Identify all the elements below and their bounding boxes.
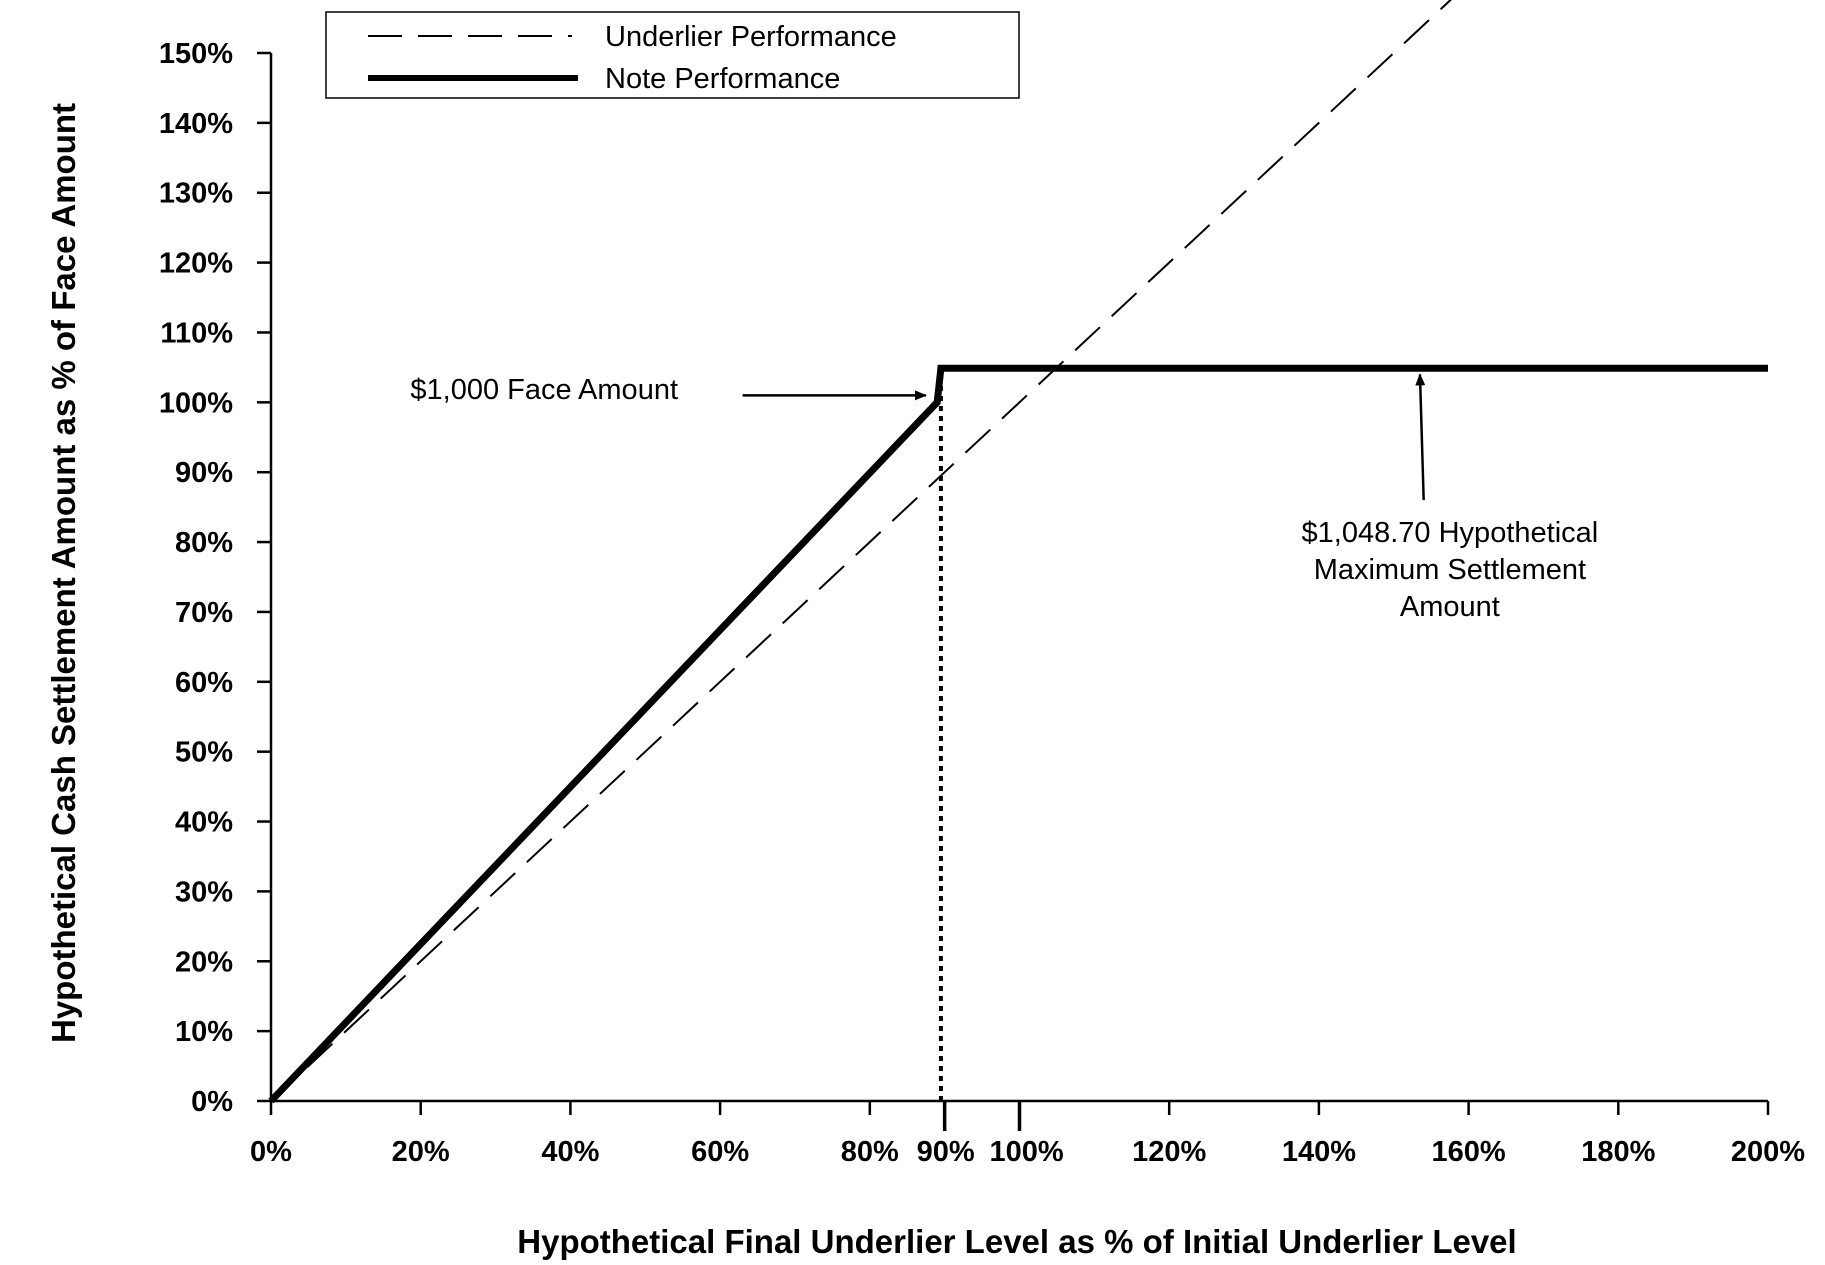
- legend: Underlier Performance Note Performance: [325, 11, 1020, 99]
- x-tick-label: 160%: [1432, 1136, 1506, 1168]
- x-tick-label: 200%: [1731, 1136, 1805, 1168]
- y-tick-label: 40%: [175, 807, 233, 839]
- underlier-performance-line: [270, 0, 1452, 1102]
- y-axis-ticks: 0% 10% 20% 30% 40% 50% 60% 70% 80% 90% 100% 110% 120…: [159, 38, 271, 1118]
- note-performance-line: [268, 364, 1768, 1104]
- x-tick-label: 90%: [917, 1136, 975, 1168]
- annotations: $1,000 Face Amount $1,048.70 Hypothetical…: [410, 373, 1599, 623]
- x-axis-ticks: 0% 20% 40% 60% 80% 90% 100% 120% 140% 160% 180% 200…: [250, 1101, 1805, 1168]
- face-amount-annotation: $1,000 Face Amount: [410, 374, 678, 406]
- x-tick-label: 140%: [1282, 1136, 1356, 1168]
- y-tick-label: 100%: [159, 387, 233, 419]
- x-tick-label: 80%: [841, 1136, 899, 1168]
- y-tick-label: 50%: [175, 737, 233, 769]
- x-tick-label: 60%: [691, 1136, 749, 1168]
- x-tick-label: 180%: [1581, 1136, 1655, 1168]
- y-tick-label: 10%: [175, 1016, 233, 1048]
- x-tick-label: 40%: [541, 1136, 599, 1168]
- y-tick-label: 130%: [159, 178, 233, 210]
- y-tick-label: 140%: [159, 108, 233, 140]
- legend-label-underlier: Underlier Performance: [605, 21, 897, 53]
- series-layer: [268, 0, 1768, 1104]
- y-tick-label: 0%: [191, 1086, 233, 1118]
- x-tick-label: 0%: [250, 1136, 292, 1168]
- max-settlement-annotation-line: $1,048.70 Hypothetical: [1302, 517, 1599, 549]
- y-tick-label: 30%: [175, 876, 233, 908]
- legend-box: [325, 11, 1020, 99]
- y-axis-title: Hypothetical Cash Settlement Amount as %…: [45, 103, 82, 1043]
- max-settlement-annotation-line: Maximum Settlement: [1314, 554, 1586, 586]
- y-tick-label: 120%: [159, 248, 233, 280]
- x-tick-label: 100%: [990, 1136, 1064, 1168]
- y-tick-label: 110%: [160, 317, 233, 349]
- y-tick-label: 150%: [159, 38, 233, 70]
- y-tick-label: 70%: [175, 597, 233, 629]
- legend-label-note: Note Performance: [605, 63, 840, 95]
- y-tick-label: 90%: [175, 457, 233, 489]
- x-tick-label: 120%: [1132, 1136, 1206, 1168]
- max-settlement-arrow: [1415, 373, 1426, 501]
- y-tick-label: 60%: [175, 667, 233, 699]
- x-axis-title: Hypothetical Final Underlier Level as % …: [517, 1223, 1516, 1260]
- y-tick-label: 20%: [175, 946, 233, 978]
- x-tick-label: 20%: [392, 1136, 450, 1168]
- max-settlement-annotation-line: Amount: [1400, 591, 1500, 623]
- y-tick-label: 80%: [175, 527, 233, 559]
